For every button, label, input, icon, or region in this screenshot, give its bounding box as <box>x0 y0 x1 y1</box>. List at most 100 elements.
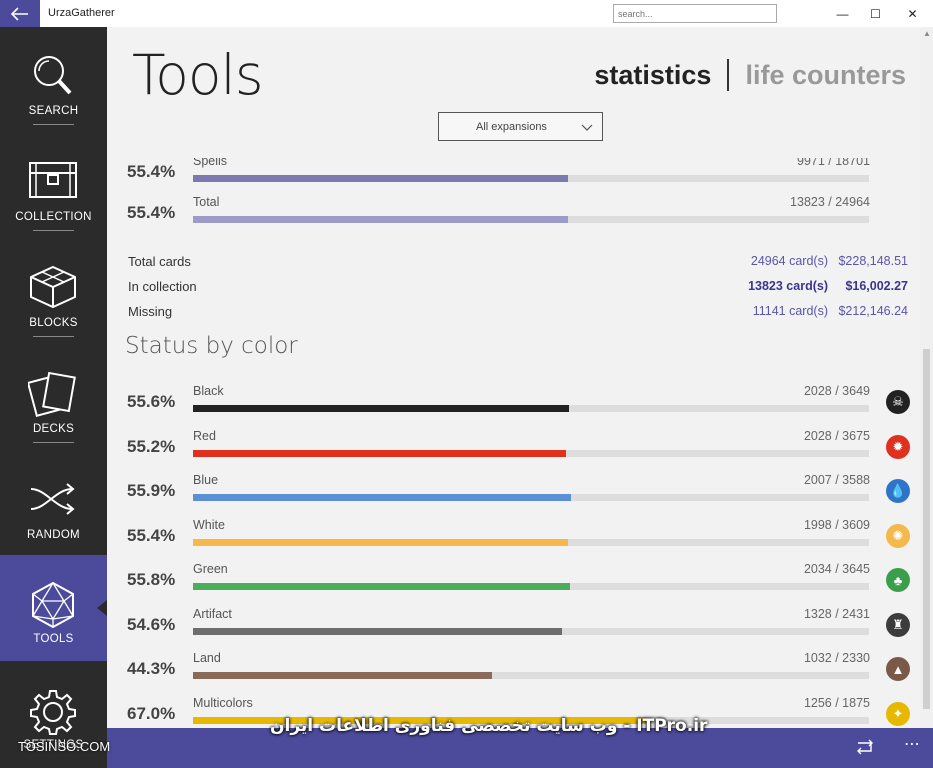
progress-bar <box>193 405 869 412</box>
sidebar-item-settings[interactable]: SETTINGS <box>0 661 107 767</box>
progress-fill <box>193 175 568 182</box>
d20-icon <box>32 581 74 629</box>
cards-icon <box>28 371 76 417</box>
divider <box>33 230 74 231</box>
dropdown-value: All expansions <box>476 120 547 133</box>
back-arrow-icon <box>11 6 28 21</box>
stat-percent: 55.4% <box>127 525 176 545</box>
app-title: UrzaGatherer <box>48 7 115 19</box>
sidebar-item-label: BLOCKS <box>29 317 78 329</box>
repeat-icon[interactable] <box>856 739 874 755</box>
expansion-dropdown[interactable]: All expansions <box>438 112 603 141</box>
progress-bar <box>193 216 869 223</box>
back-button[interactable] <box>0 0 40 27</box>
progress-bar <box>193 449 869 457</box>
sidebar-item-decks[interactable]: DECKS <box>0 345 107 451</box>
main-content: Tools statistics life counters All expan… <box>107 27 920 728</box>
sidebar-item-label: SEARCH <box>28 105 79 117</box>
scroll-thumb[interactable] <box>923 349 930 709</box>
stat-percent: 55.4% <box>127 162 176 181</box>
summary-label: Missing <box>128 304 173 319</box>
sidebar-item-label: DECKS <box>32 423 75 435</box>
progress-bar <box>193 494 869 501</box>
summary-label: In collection <box>128 279 197 294</box>
color-row-black: 55.6% Black 2028 / 3649 ☠ <box>107 382 920 426</box>
more-options-icon[interactable]: ⋯ <box>904 736 920 753</box>
color-row-green: 55.8% Green 2034 / 3645 ♣ <box>107 560 920 604</box>
chalice-icon: ♜ <box>886 612 910 637</box>
search-icon <box>34 56 72 95</box>
summary-value: $228,148.51 <box>838 254 908 268</box>
summary-cards: 11141 card(s) <box>752 304 828 318</box>
search-input[interactable] <box>613 4 777 23</box>
chest-icon <box>29 162 77 198</box>
stat-count: 2028 / 3649 <box>803 384 870 398</box>
stat-label: Artifact <box>193 606 232 621</box>
progress-fill <box>193 216 568 223</box>
sidebar-item-tools[interactable]: TOOLS <box>0 555 107 661</box>
stat-label: Blue <box>193 473 219 487</box>
brand-watermark: TOSINSO.COM <box>18 739 111 754</box>
stat-count: 1328 / 2431 <box>803 606 870 621</box>
color-row-red: 55.2% Red 2028 / 3675 ✹ <box>107 427 920 471</box>
tab-statistics[interactable]: statistics <box>594 59 712 90</box>
divider <box>33 442 74 443</box>
sidebar-item-collection[interactable]: COLLECTION <box>0 133 107 239</box>
color-row-artifact: 54.6% Artifact 1328 / 2431 ♜ <box>107 605 920 649</box>
progress-fill <box>193 583 571 590</box>
summary-cards: 13823 card(s) <box>748 279 828 293</box>
maximize-button[interactable]: ☐ <box>870 6 881 21</box>
vertical-scrollbar[interactable]: ▲ <box>920 27 933 728</box>
stat-percent: 55.9% <box>127 481 176 500</box>
scroll-up-arrow-icon[interactable]: ▲ <box>923 29 931 38</box>
stat-percent: 55.8% <box>127 570 176 589</box>
skull-icon: ☠ <box>886 390 910 414</box>
summary-label: Total cards <box>128 254 191 269</box>
sidebar-item-random[interactable]: RANDOM <box>0 451 107 557</box>
active-indicator <box>97 600 107 616</box>
stat-label: Land <box>193 651 221 665</box>
stat-label: Spells <box>193 158 228 168</box>
stat-percent: 54.6% <box>127 614 176 634</box>
stat-row-total: 55.4% Total 13823 / 24964 <box>107 193 920 237</box>
multicolor-icon: ✦ <box>886 701 910 726</box>
stat-count: 9971 / 18701 <box>797 158 870 168</box>
stat-percent: 67.0% <box>127 703 176 723</box>
color-row-blue: 55.9% Blue 2007 / 3588 💧 <box>107 471 920 515</box>
tab-bar: statistics life counters <box>594 59 906 91</box>
stat-label: Red <box>193 428 216 443</box>
stat-label: Green <box>193 562 228 576</box>
progress-bar <box>193 672 869 679</box>
color-row-white: 55.4% White 1998 / 3609 ✺ <box>107 516 920 560</box>
stat-label: White <box>193 517 225 532</box>
color-row-multicolors: 67.0% Multicolors 1256 / 1875 ✦ <box>107 694 920 729</box>
progress-bar <box>193 627 869 635</box>
cube-icon <box>30 265 76 309</box>
divider <box>33 124 74 125</box>
sidebar-item-search[interactable]: SEARCH <box>0 27 107 133</box>
statistics-scroll-area[interactable]: 55.4% Spells 9971 / 18701 55.4% Total 13… <box>107 158 920 728</box>
sun-icon: ✺ <box>886 523 910 548</box>
watermark-text: ITPro.ir - وب سایت تخصصی فناوری اطلاعات … <box>270 716 708 736</box>
sidebar: SEARCH COLLECTION BLOCKS DECKS RANDOM TO… <box>0 27 107 768</box>
mountain-icon: ▲ <box>886 657 910 681</box>
tab-separator <box>727 59 730 91</box>
progress-bar <box>193 716 869 724</box>
stat-count: 2007 / 3588 <box>803 473 870 487</box>
sidebar-item-blocks[interactable]: BLOCKS <box>0 239 107 345</box>
gear-icon <box>30 690 76 735</box>
tab-life-counters[interactable]: life counters <box>745 59 906 90</box>
sidebar-item-label: COLLECTION <box>15 211 92 223</box>
tree-icon: ♣ <box>886 568 910 592</box>
divider <box>33 336 74 337</box>
stat-count: 2028 / 3675 <box>803 428 870 443</box>
progress-fill <box>193 449 567 457</box>
minimize-button[interactable]: — <box>836 6 849 21</box>
stat-percent: 55.6% <box>127 392 176 411</box>
stat-row-spells: 55.4% Spells 9971 / 18701 <box>107 158 920 196</box>
close-button[interactable]: ✕ <box>907 6 918 21</box>
sidebar-item-label: RANDOM <box>27 529 80 541</box>
sidebar-item-label: TOOLS <box>33 633 74 645</box>
summary-value: $212,146.24 <box>838 304 908 318</box>
title-bar: UrzaGatherer — ☐ ✕ <box>0 0 933 27</box>
